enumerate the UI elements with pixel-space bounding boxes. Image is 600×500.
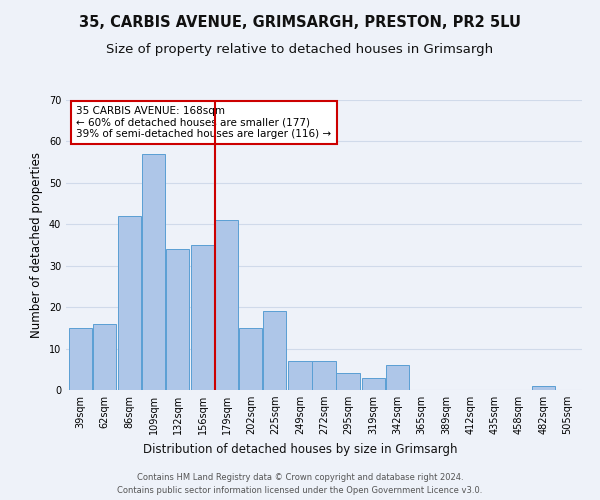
Bar (362, 378, 385, 390)
Text: 35 CARBIS AVENUE: 168sqm
← 60% of detached houses are smaller (177)
39% of semi-: 35 CARBIS AVENUE: 168sqm ← 60% of detach… (76, 106, 331, 139)
Bar (142, 154, 165, 390)
Y-axis label: Number of detached properties: Number of detached properties (30, 152, 43, 338)
Bar (532, 386, 555, 390)
Bar (93, 324, 116, 390)
Bar (337, 374, 359, 390)
Text: Contains public sector information licensed under the Open Government Licence v3: Contains public sector information licen… (118, 486, 482, 495)
Bar (191, 245, 214, 390)
Bar (166, 249, 189, 390)
Bar (215, 220, 238, 390)
Bar (118, 216, 141, 390)
Bar (263, 312, 286, 390)
Bar (289, 361, 311, 390)
Text: Size of property relative to detached houses in Grimsargh: Size of property relative to detached ho… (106, 42, 494, 56)
Bar (239, 328, 262, 390)
Text: Distribution of detached houses by size in Grimsargh: Distribution of detached houses by size … (143, 442, 457, 456)
Text: Contains HM Land Registry data © Crown copyright and database right 2024.: Contains HM Land Registry data © Crown c… (137, 472, 463, 482)
Text: 35, CARBIS AVENUE, GRIMSARGH, PRESTON, PR2 5LU: 35, CARBIS AVENUE, GRIMSARGH, PRESTON, P… (79, 15, 521, 30)
Bar (69, 328, 92, 390)
Bar (386, 365, 409, 390)
Bar (313, 361, 335, 390)
